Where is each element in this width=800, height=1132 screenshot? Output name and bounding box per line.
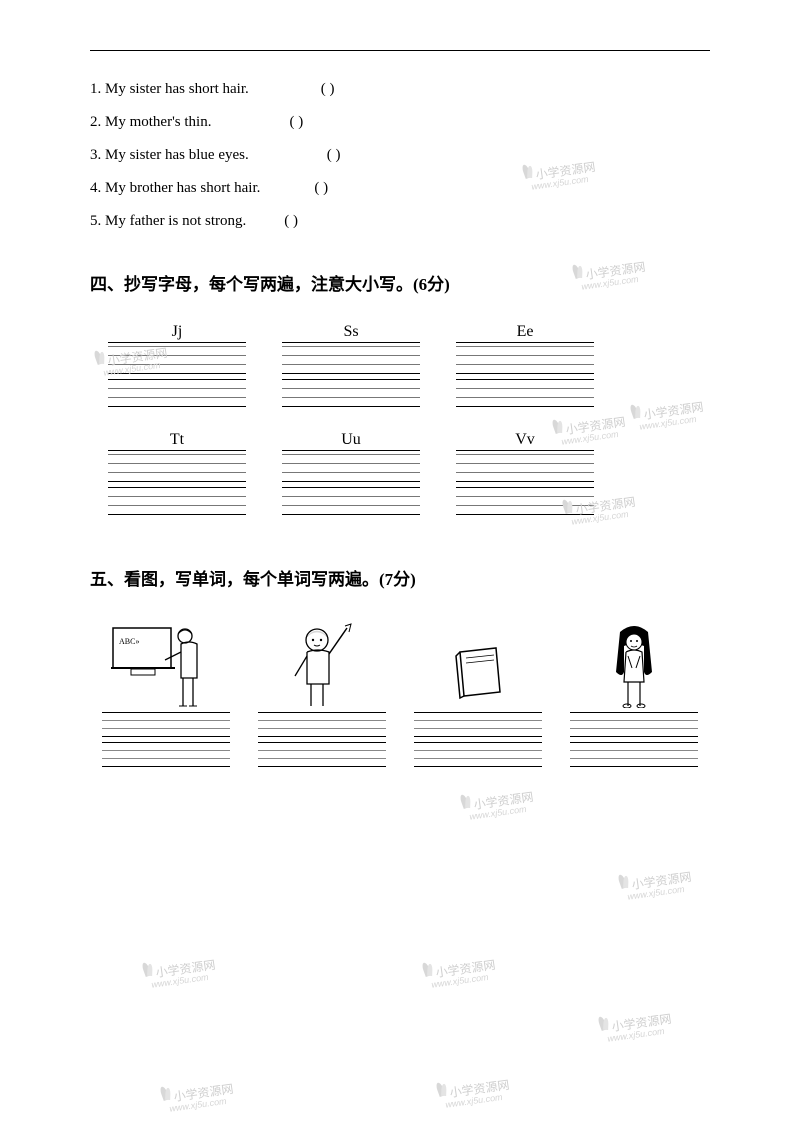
writing-lines xyxy=(282,487,420,517)
sentence-5: 5. My father is not strong. ( ) xyxy=(90,211,710,232)
writing-lines xyxy=(282,454,420,484)
picture-teacher: ABC» xyxy=(102,618,230,772)
picture-row: ABC» xyxy=(102,618,710,772)
letter-box-ee: Ee xyxy=(456,323,594,409)
letter-label: Ss xyxy=(282,323,420,343)
teacher-icon: ABC» xyxy=(102,618,230,708)
gap xyxy=(249,145,327,166)
section-5-title: 五、看图，写单词，每个单词写两遍。(7分) xyxy=(90,565,710,590)
watermark-icon: 小学资源网www.xj5u.com xyxy=(432,1073,511,1112)
sentence-text: 2. My mother's thin. xyxy=(90,112,211,133)
gap xyxy=(211,112,289,133)
writing-lines xyxy=(108,487,246,517)
sentence-2: 2. My mother's thin. ( ) xyxy=(90,112,710,133)
letter-label: Uu xyxy=(282,431,420,451)
gap xyxy=(260,178,314,199)
letter-box-uu: Uu xyxy=(282,431,420,517)
watermark-icon: 小学资源网www.xj5u.com xyxy=(156,1077,235,1116)
girl-icon xyxy=(570,618,698,708)
book-icon xyxy=(414,618,542,708)
writing-lines xyxy=(282,346,420,376)
sentence-text: 4. My brother has short hair. xyxy=(90,178,260,199)
watermark-icon: 小学资源网www.xj5u.com xyxy=(456,785,535,824)
sentence-4: 4. My brother has short hair. ( ) xyxy=(90,178,710,199)
sentence-text: 3. My sister has blue eyes. xyxy=(90,145,249,166)
answer-paren: ( ) xyxy=(321,79,335,100)
answer-paren: ( ) xyxy=(289,112,303,133)
letter-box-jj: Jj xyxy=(108,323,246,409)
writing-lines xyxy=(258,712,386,770)
section-4-title: 四、抄写字母，每个写两遍，注意大小写。(6分) xyxy=(90,270,710,295)
letter-label: Jj xyxy=(108,323,246,343)
answer-paren: ( ) xyxy=(284,211,298,232)
letter-row-1: Jj Ss Ee xyxy=(108,323,710,409)
letter-box-tt: Tt xyxy=(108,431,246,517)
writing-lines xyxy=(456,487,594,517)
writing-lines xyxy=(414,712,542,770)
letter-label: Ee xyxy=(456,323,594,343)
writing-lines xyxy=(456,454,594,484)
picture-student-boy xyxy=(258,618,386,772)
sentence-1: 1. My sister has short hair. ( ) xyxy=(90,79,710,100)
writing-lines xyxy=(570,712,698,770)
answer-paren: ( ) xyxy=(327,145,341,166)
watermark-icon: 小学资源网www.xj5u.com xyxy=(614,865,693,904)
writing-lines xyxy=(282,379,420,409)
writing-lines xyxy=(456,346,594,376)
boy-icon xyxy=(258,618,386,708)
letter-row-2: Tt Uu Vv xyxy=(108,431,710,517)
picture-book xyxy=(414,618,542,772)
watermark-icon: 小学资源网www.xj5u.com xyxy=(594,1007,673,1046)
watermark-icon: 小学资源网www.xj5u.com xyxy=(418,953,497,992)
gap xyxy=(246,211,284,232)
picture-girl xyxy=(570,618,698,772)
letter-box-ss: Ss xyxy=(282,323,420,409)
letter-box-vv: Vv xyxy=(456,431,594,517)
writing-lines xyxy=(108,346,246,376)
svg-text:ABC»: ABC» xyxy=(119,637,139,646)
sentence-list: 1. My sister has short hair. ( ) 2. My m… xyxy=(90,79,710,232)
writing-lines xyxy=(456,379,594,409)
writing-lines xyxy=(108,379,246,409)
sentence-text: 5. My father is not strong. xyxy=(90,211,246,232)
answer-paren: ( ) xyxy=(314,178,328,199)
watermark-icon: 小学资源网www.xj5u.com xyxy=(138,953,217,992)
sentence-3: 3. My sister has blue eyes. ( ) xyxy=(90,145,710,166)
writing-lines xyxy=(102,712,230,770)
top-horizontal-rule xyxy=(90,50,710,51)
sentence-text: 1. My sister has short hair. xyxy=(90,79,249,100)
letter-label: Tt xyxy=(108,431,246,451)
letter-label: Vv xyxy=(456,431,594,451)
writing-lines xyxy=(108,454,246,484)
gap xyxy=(249,79,321,100)
